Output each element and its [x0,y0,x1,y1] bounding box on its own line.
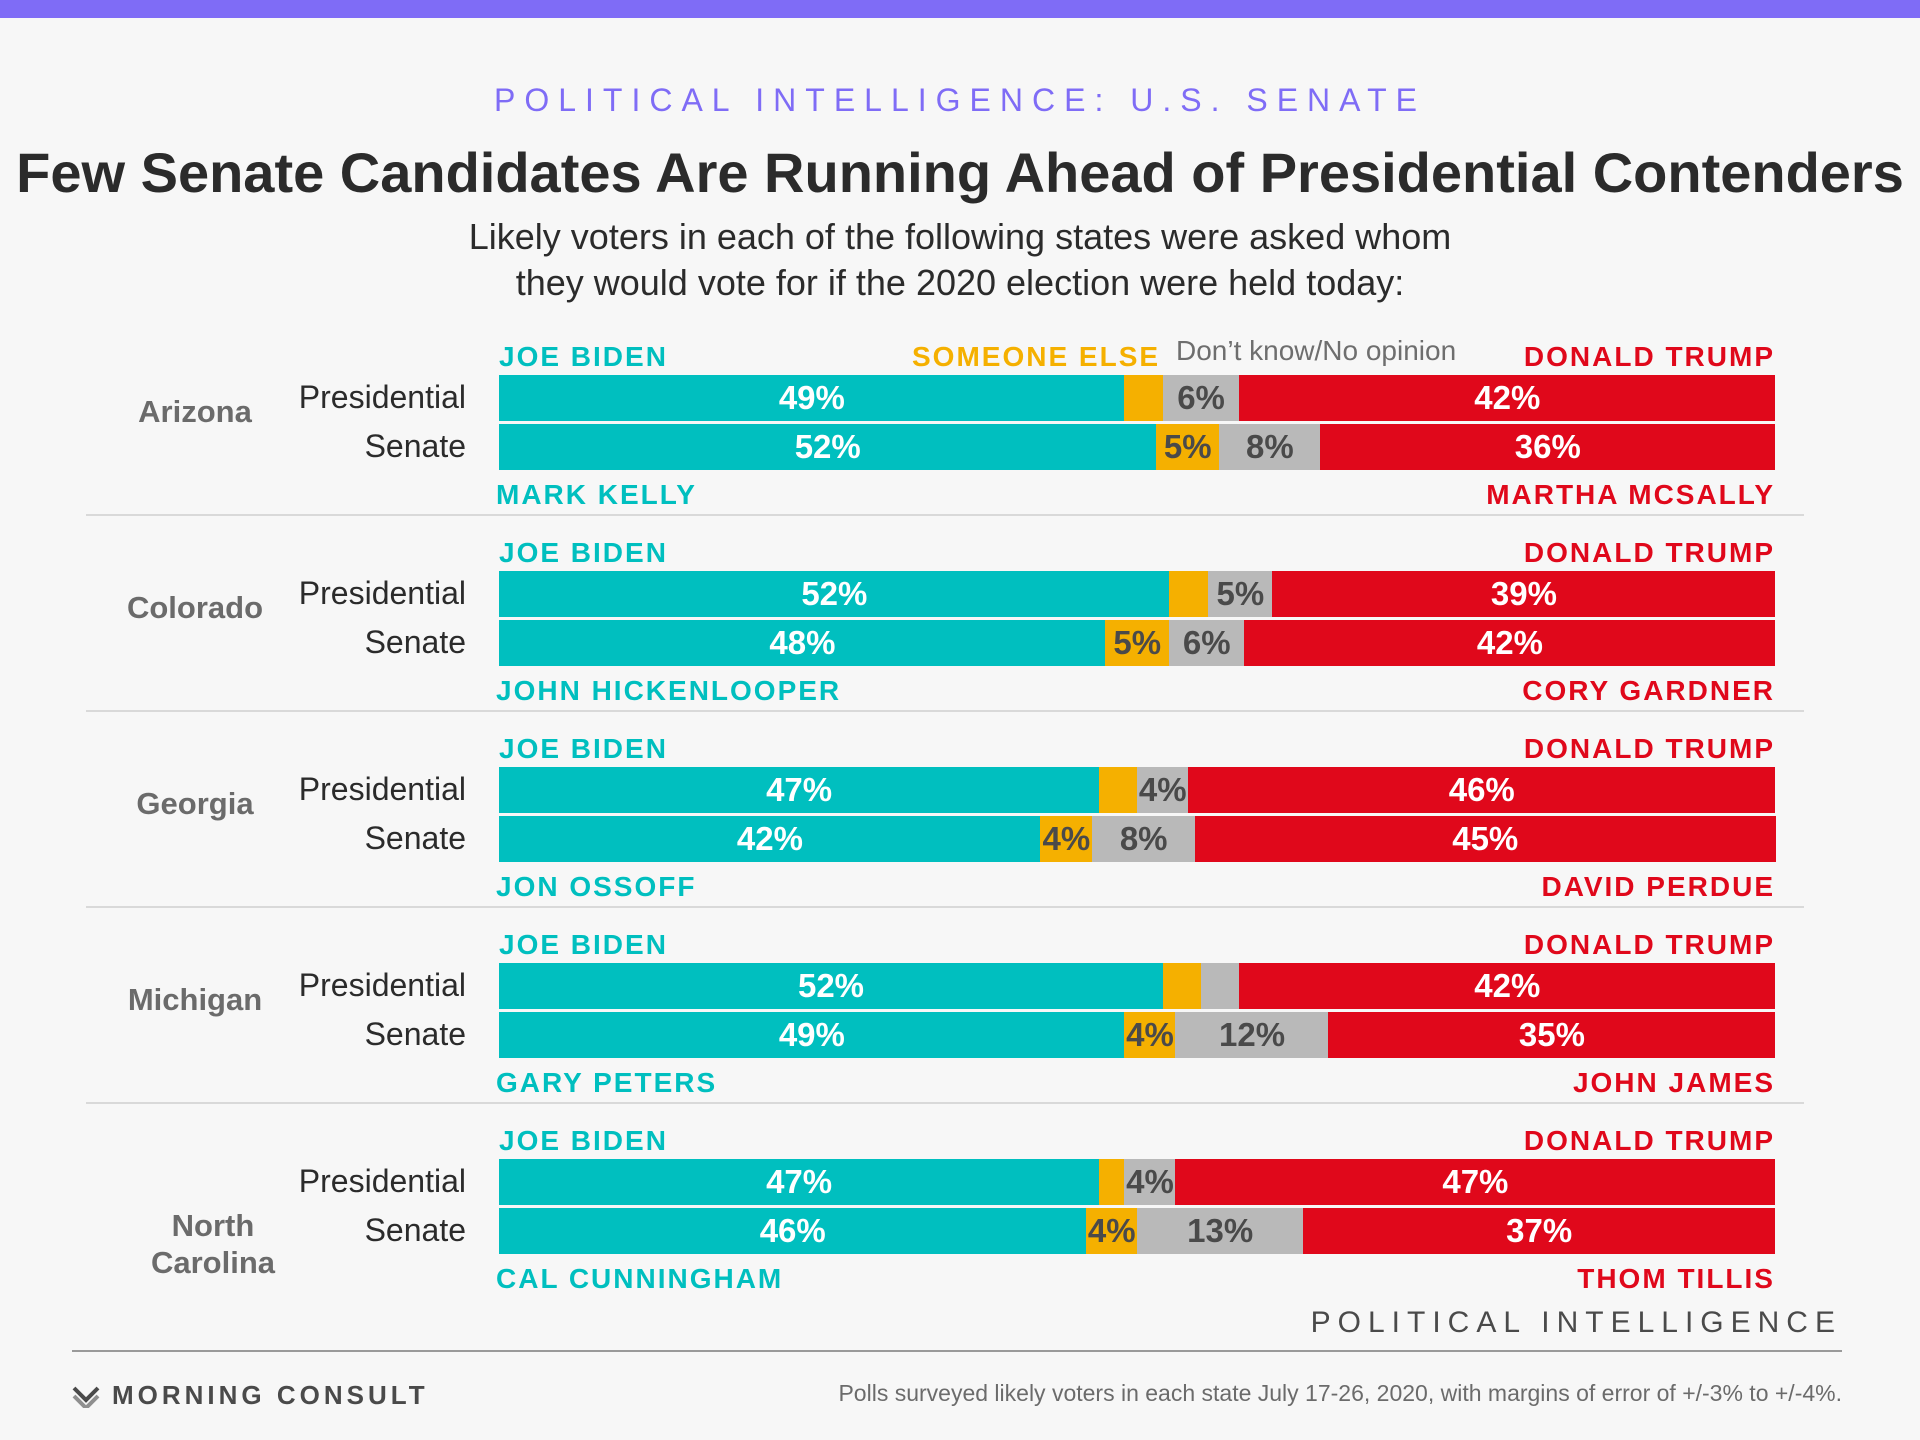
bar-segment-dont-know: 12% [1175,1012,1329,1058]
bar-segment-dont-know: 4% [1137,767,1189,813]
bar-segment-rep: 46% [1188,767,1776,813]
bar-segment-dem: 52% [499,963,1164,1009]
dem-candidate-label: JOE BIDEN [499,537,668,568]
rep-senate-candidate-label: MARTHA MCSALLY [1486,479,1775,510]
legend-someone-else: SOMEONE ELSE [912,341,1161,372]
state-divider [86,1102,1804,1104]
bar-segment-dem: 52% [499,571,1170,617]
dem-candidate-label: JOE BIDEN [499,733,668,764]
bar-segment-dont-know: 5% [1207,571,1273,617]
race-label: Senate [364,1016,466,1052]
bar-segment-dont-know: 8% [1091,816,1196,862]
bar-segment-dont-know: 13% [1137,1208,1304,1254]
dem-senate-candidate-label: CAL CUNNINGHAM [496,1263,784,1294]
bar-segment-someone-else [1098,767,1138,813]
bar-segment-someone-else [1124,375,1163,421]
race-label: Senate [364,1212,466,1248]
bar-segment-rep: 47% [1175,1159,1776,1205]
bar-segment-dont-know: 6% [1162,375,1240,421]
morning-consult-logo: MORNING CONSULT [72,1380,429,1411]
subtitle-line-1: Likely voters in each of the following s… [468,216,1452,257]
bar-segment-someone-else: 4% [1085,1208,1138,1254]
dem-candidate-label: JOE BIDEN [499,929,668,960]
bar-segment-dont-know: 4% [1124,1159,1176,1205]
state-label: Michigan [127,982,263,1017]
rep-senate-candidate-label: THOM TILLIS [1577,1263,1775,1294]
source-note: Polls surveyed likely voters in each sta… [838,1380,1842,1406]
race-label: Presidential [298,967,466,1003]
bar-segment-dont-know: 6% [1168,620,1245,666]
chart-subtitle: Likely voters in each of the following s… [0,214,1920,306]
bar-segment-someone-else [1169,571,1209,617]
rep-candidate-label: DONALD TRUMP [1523,537,1775,568]
rep-candidate-label: DONALD TRUMP [1523,1125,1775,1156]
bar-segment-someone-else: 5% [1155,424,1220,470]
bar-segment-rep: 37% [1302,1208,1776,1254]
footer-divider [72,1350,1842,1352]
kicker: POLITICAL INTELLIGENCE: U.S. SENATE [493,82,1427,118]
bar-segment-dem: 47% [499,1159,1100,1205]
rep-senate-candidate-label: CORY GARDNER [1522,675,1775,706]
top-accent-bar [0,0,1920,18]
bar-segment-rep: 42% [1244,620,1776,666]
bar-segment-someone-else: 4% [1040,816,1093,862]
race-label: Senate [364,820,466,856]
dem-senate-candidate-label: MARK KELLY [496,479,697,510]
bar-segment-rep: 39% [1272,571,1776,617]
bar-segment-rep: 36% [1320,424,1776,470]
logo-mark-icon [72,1386,100,1408]
bar-segment-dem: 46% [499,1208,1087,1254]
bar-segment-someone-else [1098,1159,1125,1205]
rep-candidate-label: DONALD TRUMP [1523,733,1775,764]
state-divider [86,514,1804,516]
state-label: Georgia [136,786,254,821]
dem-senate-candidate-label: JOHN HICKENLOOPER [496,675,842,706]
bar-segment-dont-know: 8% [1219,424,1321,470]
bar-segment-dem: 49% [499,1012,1125,1058]
bar-segment-rep: 45% [1195,816,1776,862]
state-divider [86,710,1804,712]
bar-segment-dont-know [1200,963,1240,1009]
bar-segment-someone-else: 5% [1105,620,1170,666]
bar-segment-rep: 42% [1239,963,1776,1009]
state-label: Arizona [138,394,252,429]
dem-senate-candidate-label: JON OSSOFF [496,871,697,902]
bar-segment-dem: 48% [499,620,1106,666]
rep-senate-candidate-label: DAVID PERDUE [1541,871,1775,902]
race-label: Presidential [298,771,466,807]
footer-brand: POLITICAL INTELLIGENCE [1310,1306,1842,1339]
bar-segment-rep: 35% [1328,1012,1776,1058]
rep-senate-candidate-label: JOHN JAMES [1572,1067,1775,1098]
race-label: Presidential [298,1163,466,1199]
bar-segment-dem: 42% [499,816,1041,862]
bar-segment-rep: 42% [1239,375,1776,421]
logo-text: MORNING CONSULT [112,1380,429,1410]
bar-segment-dem: 47% [499,767,1100,813]
subtitle-line-2: they would vote for if the 2020 election… [515,262,1405,303]
race-label: Presidential [298,379,466,415]
legend-dont-know: Don’t know/No opinion [1176,335,1457,366]
race-label: Senate [364,428,466,464]
dem-candidate-label: JOE BIDEN [499,341,668,372]
race-label: Presidential [298,575,466,611]
rep-candidate-label: DONALD TRUMP [1523,341,1775,372]
bar-segment-dem: 52% [499,424,1157,470]
dem-senate-candidate-label: GARY PETERS [496,1067,718,1098]
chart-title: Few Senate Candidates Are Running Ahead … [16,141,1904,204]
race-label: Senate [364,624,466,660]
state-divider [86,906,1804,908]
state-label: North Carolina [150,1208,276,1280]
rep-candidate-label: DONALD TRUMP [1523,929,1775,960]
state-label: Colorado [126,590,264,625]
dem-candidate-label: JOE BIDEN [499,1125,668,1156]
bar-segment-someone-else [1162,963,1202,1009]
bar-segment-dem: 49% [499,375,1125,421]
bar-segment-someone-else: 4% [1124,1012,1176,1058]
